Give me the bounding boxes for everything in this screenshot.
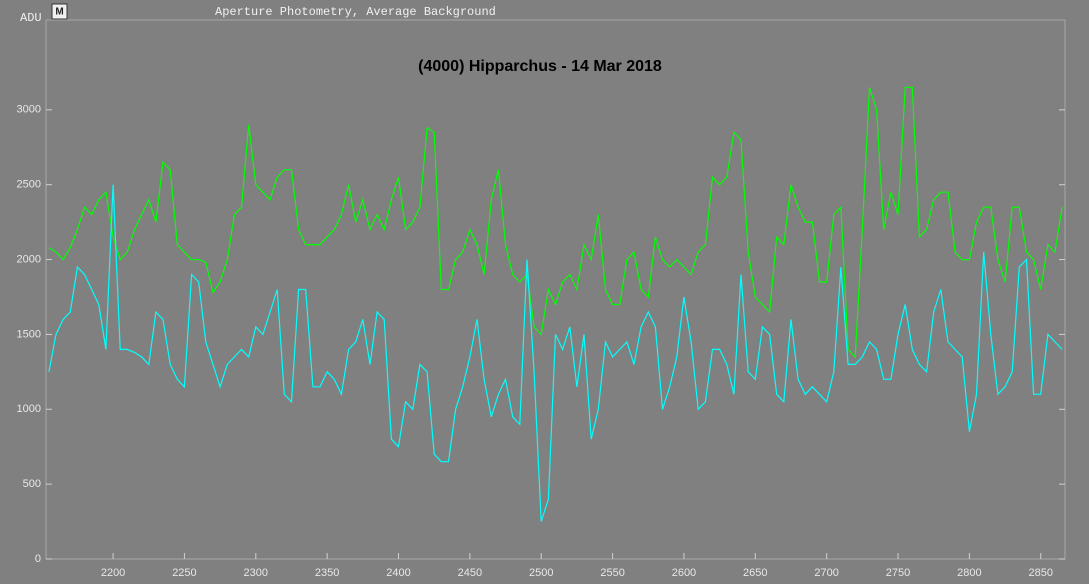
- x-tick-label: 2650: [743, 567, 767, 579]
- app-icon: M: [51, 3, 68, 20]
- x-tick-label: 2500: [529, 567, 553, 579]
- x-tick-label: 2700: [814, 567, 838, 579]
- y-tick-label: 500: [23, 478, 41, 490]
- x-tick-label: 2800: [957, 567, 981, 579]
- data-line: [48, 184, 1063, 522]
- header-title: Aperture Photometry, Average Background: [215, 5, 496, 19]
- x-tick-label: 2450: [458, 567, 482, 579]
- y-tick-label: 0: [35, 553, 41, 565]
- y-tick-label: 2500: [17, 179, 41, 191]
- x-tick-label: 2250: [172, 567, 196, 579]
- y-tick-label: 2000: [17, 253, 41, 265]
- x-tick-label: 2550: [600, 567, 624, 579]
- svg-text:M: M: [55, 7, 63, 18]
- y-tick-label: 1000: [17, 403, 41, 415]
- x-tick-label: 2200: [101, 567, 125, 579]
- y-tick-label: 1500: [17, 328, 41, 340]
- x-tick-label: 2850: [1028, 567, 1052, 579]
- x-tick-label: 2350: [315, 567, 339, 579]
- data-line: [48, 86, 1063, 359]
- y-tick-label: 3000: [17, 104, 41, 116]
- x-tick-label: 2600: [672, 567, 696, 579]
- y-axis-label: ADU: [20, 11, 42, 25]
- x-tick-label: 2300: [244, 567, 268, 579]
- x-tick-label: 2750: [886, 567, 910, 579]
- chart-title: (4000) Hipparchus - 14 Mar 2018: [418, 58, 662, 75]
- plot-frame: [45, 19, 1066, 560]
- x-tick-label: 2400: [386, 567, 410, 579]
